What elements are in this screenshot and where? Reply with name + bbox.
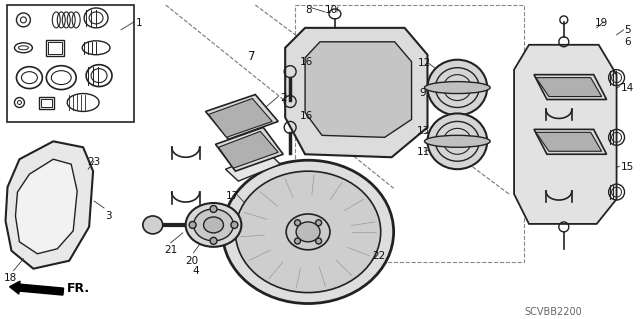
Text: 3: 3 [105, 211, 111, 221]
Text: 4: 4 [193, 266, 199, 276]
Text: 17: 17 [225, 191, 239, 201]
Polygon shape [209, 99, 272, 137]
Ellipse shape [316, 238, 321, 244]
Text: 14: 14 [621, 83, 634, 93]
Ellipse shape [189, 221, 196, 228]
Polygon shape [205, 94, 278, 139]
Text: SCVBB2200: SCVBB2200 [524, 307, 582, 316]
Ellipse shape [286, 214, 330, 250]
Text: 23: 23 [87, 157, 100, 167]
Bar [39, 97, 54, 109]
Text: 21: 21 [164, 245, 177, 255]
Text: 16: 16 [300, 57, 314, 67]
Text: 13: 13 [417, 126, 430, 137]
Ellipse shape [210, 205, 217, 212]
Bar [46, 40, 64, 56]
Text: 18: 18 [4, 273, 17, 283]
Text: 20: 20 [186, 256, 199, 266]
FancyArrow shape [10, 281, 63, 295]
Polygon shape [6, 141, 93, 269]
Text: 16: 16 [300, 111, 314, 122]
Text: 19: 19 [595, 18, 608, 28]
Ellipse shape [296, 222, 320, 242]
Ellipse shape [294, 238, 301, 244]
Ellipse shape [231, 221, 238, 228]
Text: 6: 6 [625, 37, 631, 47]
Text: 1: 1 [136, 18, 143, 28]
Polygon shape [225, 152, 280, 181]
Text: 7: 7 [248, 50, 256, 63]
Bar [48, 42, 62, 54]
Text: 5: 5 [625, 25, 631, 35]
Bar [42, 99, 52, 108]
Ellipse shape [143, 216, 163, 234]
Ellipse shape [194, 209, 234, 241]
Text: FR.: FR. [67, 282, 90, 295]
Polygon shape [216, 127, 283, 171]
Ellipse shape [223, 160, 394, 304]
Polygon shape [285, 28, 428, 157]
Bar [295, 5, 524, 262]
Text: 8: 8 [305, 5, 312, 15]
Polygon shape [536, 132, 602, 151]
Text: 12: 12 [417, 58, 431, 68]
Ellipse shape [294, 220, 301, 226]
Text: 15: 15 [621, 162, 634, 172]
Ellipse shape [204, 217, 223, 233]
Ellipse shape [236, 171, 381, 293]
Polygon shape [305, 42, 412, 137]
Ellipse shape [428, 60, 487, 115]
Text: 10: 10 [325, 5, 338, 15]
Polygon shape [534, 75, 607, 100]
Polygon shape [15, 159, 77, 254]
Ellipse shape [424, 135, 490, 147]
Ellipse shape [428, 114, 487, 169]
Text: 9: 9 [420, 88, 426, 98]
Polygon shape [534, 130, 607, 154]
Polygon shape [514, 45, 616, 224]
Bar [6, 5, 134, 122]
Text: 22: 22 [372, 251, 385, 261]
Text: 2: 2 [280, 93, 287, 102]
Ellipse shape [186, 203, 241, 247]
Ellipse shape [316, 220, 321, 226]
Polygon shape [218, 131, 278, 168]
Ellipse shape [424, 82, 490, 93]
Ellipse shape [210, 237, 217, 244]
Text: 11: 11 [417, 147, 430, 157]
Polygon shape [536, 78, 602, 97]
